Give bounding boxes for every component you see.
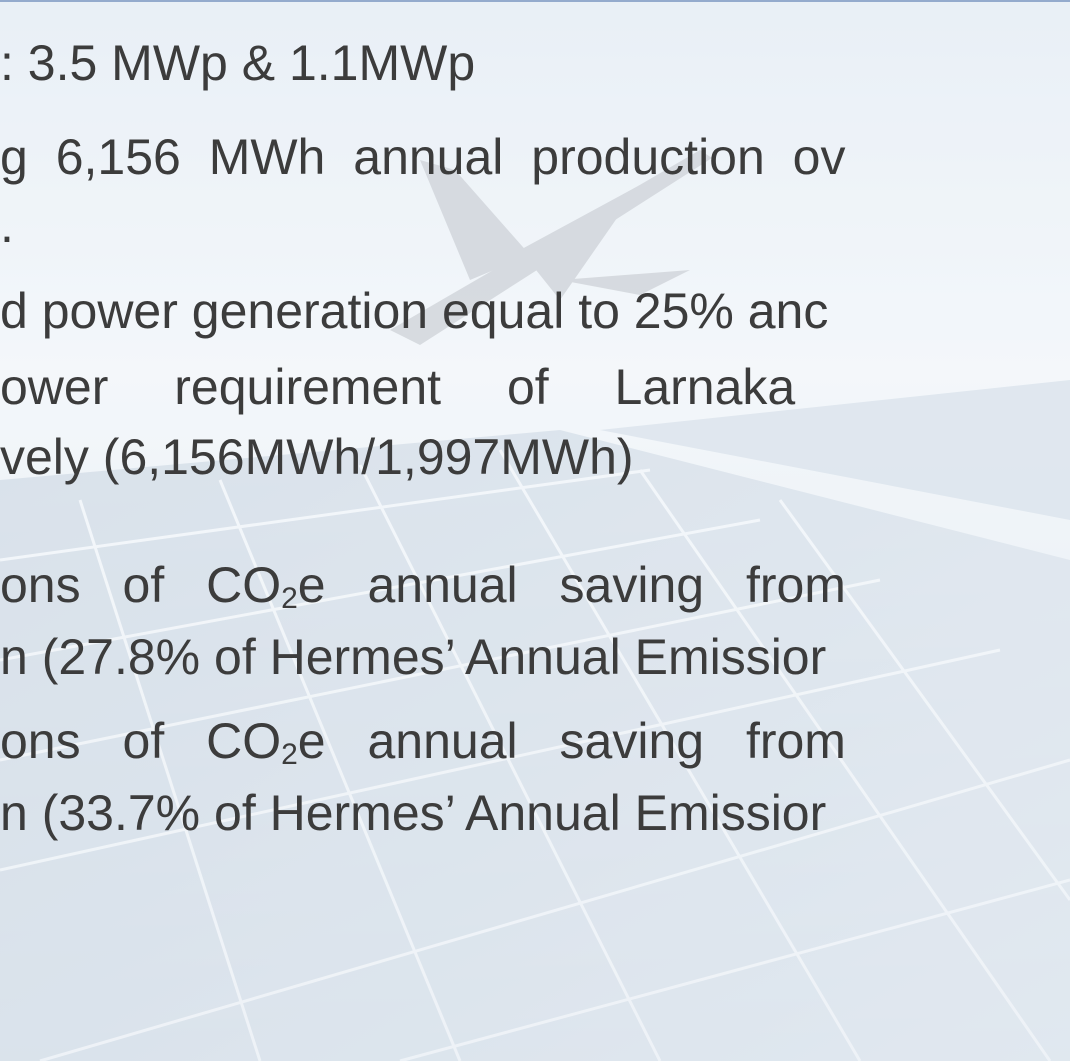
text-line: : 3.5 MWp & 1.1MWp — [0, 38, 475, 88]
text-line: n (27.8% of Hermes’ Annual Emissior — [0, 632, 826, 682]
text: ons of CO — [0, 557, 281, 613]
text: e annual saving from — [298, 557, 846, 613]
text-line: ons of CO2e annual saving from — [0, 560, 846, 610]
text-line: n (33.7% of Hermes’ Annual Emissior — [0, 788, 826, 838]
text-line: d power generation equal to 25% anc — [0, 286, 828, 336]
subscript: 2 — [281, 582, 298, 615]
text: e annual saving from — [298, 713, 846, 769]
text-line: . — [0, 200, 14, 250]
slide: : 3.5 MWp & 1.1MWp g 6,156 MWh annual pr… — [0, 0, 1070, 1061]
text: ons of CO — [0, 713, 281, 769]
subscript: 2 — [281, 738, 298, 771]
text-line: vely (6,156MWh/1,997MWh) — [0, 432, 634, 482]
text-line: ower requirement of Larnaka — [0, 362, 795, 412]
text-line: g 6,156 MWh annual production ov — [0, 132, 846, 182]
text-line: ons of CO2e annual saving from — [0, 716, 846, 766]
